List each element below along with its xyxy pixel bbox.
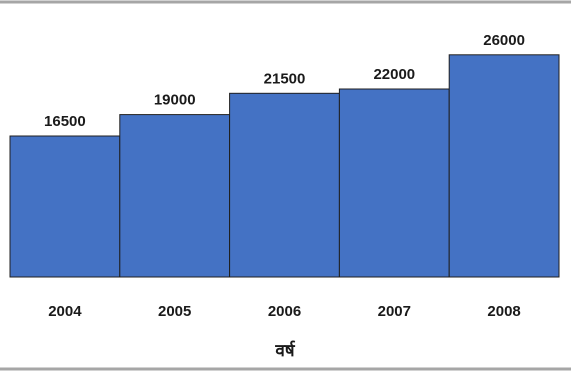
x-tick-label-2005: 2005 [158,303,191,320]
x-tick-label-2007: 2007 [378,303,411,320]
bar-2007 [338,88,450,278]
data-label-2008: 26000 [483,32,525,49]
bars-layer [9,54,560,278]
x-tick-label-2006: 2006 [268,303,301,320]
x-tick-label-2004: 2004 [48,303,82,320]
x-tick-label-2008: 2008 [487,303,520,320]
data-label-2006: 21500 [264,70,306,87]
data-label-2005: 19000 [154,92,196,109]
data-labels-layer: 16500 19000 21500 22000 26000 [44,32,525,130]
x-tick-labels-layer: 2004 2005 2006 2007 2008 [48,303,521,320]
x-axis-title: वर्ष [274,340,295,361]
bar-2004 [9,135,121,278]
bar-2008 [448,54,560,278]
data-label-2007: 22000 [373,66,415,83]
bar-2006 [229,92,340,278]
bar-2005 [119,114,231,278]
data-label-2004: 16500 [44,113,86,130]
